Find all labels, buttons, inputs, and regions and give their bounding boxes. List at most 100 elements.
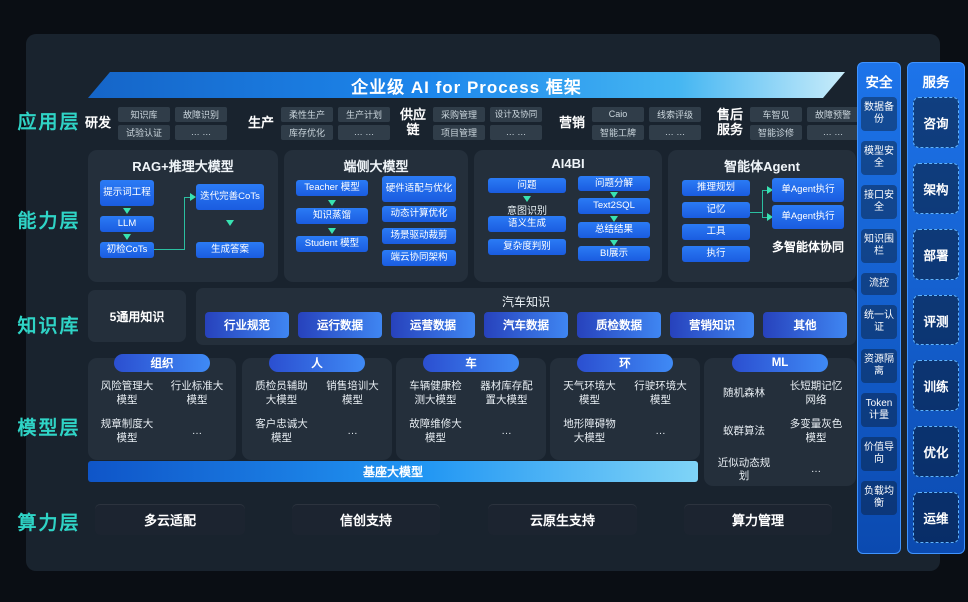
edge-item: 硬件适配与优化 xyxy=(382,176,456,202)
service-items: 咨询 架构 部署 评测 训练 优化 运维 xyxy=(913,97,959,544)
edge-item: 端云协同架构 xyxy=(382,250,456,266)
knowledge-pill: 运营数据 xyxy=(391,312,475,338)
app-group-items: Caio 智能工牌 线索评级 … … xyxy=(592,106,701,140)
compute-item-xinchuang: 信创支持 xyxy=(292,504,440,535)
model-item: 质检员辅助大模型 xyxy=(255,380,308,406)
model-item: 行业标准大模型 xyxy=(170,380,224,406)
app-group-rnd: 研发 知识库 试验认证 故障识别 … … xyxy=(84,100,227,146)
app-group-name: 研发 xyxy=(84,114,111,130)
compute-item-multicloud: 多云适配 xyxy=(95,504,245,535)
model-item: 销售培训大模型 xyxy=(326,380,379,406)
model-item: 近似动态规划 xyxy=(717,456,771,483)
app-group-name: 售后服务 xyxy=(716,107,743,137)
security-item: 流控 xyxy=(861,273,897,295)
app-item: 线索评级 xyxy=(649,106,701,122)
model-item: 天气环境大模型 xyxy=(563,380,616,406)
app-item: 智能工牌 xyxy=(592,124,644,140)
app-item-ellipsis: … … xyxy=(338,124,390,140)
agent-single-agent-2: 单Agent执行 xyxy=(772,205,844,229)
arrow-down-icon xyxy=(123,208,131,214)
model-item: 多变量灰色模型 xyxy=(789,418,843,444)
app-item: 车智见 xyxy=(750,106,802,122)
service-item: 评测 xyxy=(913,294,959,346)
service-item: 运维 xyxy=(913,492,959,544)
model-item-ellipsis: … xyxy=(501,425,512,438)
knowledge-pill: 运行数据 xyxy=(298,312,382,338)
app-group-after-sales: 售后服务 车智见 智能诊修 故障预警 … … xyxy=(716,100,859,146)
app-item: 智能诊修 xyxy=(750,124,802,140)
model-group-header: 车 xyxy=(423,354,519,372)
app-group-items: 柔性生产 库存优化 生产计划 … … xyxy=(281,106,390,140)
knowledge-pill: 其他 xyxy=(763,312,847,338)
service-item: 训练 xyxy=(913,360,959,412)
connector-line xyxy=(154,249,184,250)
app-item-ellipsis: … … xyxy=(490,124,542,140)
model-item: 规章制度大模型 xyxy=(100,418,154,444)
arrow-right-icon xyxy=(767,213,773,221)
model-item: 车辆健康检测大模型 xyxy=(409,380,462,406)
model-item: 地形障碍物大模型 xyxy=(563,418,616,444)
capability-box-title: RAG+推理大模型 xyxy=(132,159,234,174)
app-item: 设计及协同 xyxy=(490,106,542,122)
model-group-environment: 环 天气环境大模型 行驶环境大模型 地形障碍物大模型 … xyxy=(550,354,700,460)
capability-box-title: 智能体Agent xyxy=(724,159,800,174)
app-item: 试验认证 xyxy=(118,124,170,140)
model-item: 蚁群算法 xyxy=(723,425,765,438)
capability-box-edge-model: 端侧大模型 Teacher 模型 知识蒸馏 Student 模型 硬件适配与优化… xyxy=(284,150,468,282)
model-item: 长短期记忆网络 xyxy=(789,380,843,406)
connector-line xyxy=(184,197,192,198)
agent-item: 记忆 xyxy=(682,202,750,218)
service-item: 咨询 xyxy=(913,97,959,148)
app-group-supply-chain: 供应链 采购管理 项目管理 设计及协同 … … xyxy=(399,100,542,146)
app-item: 故障识别 xyxy=(175,106,227,122)
arrow-down-icon xyxy=(328,200,336,206)
app-item: 项目管理 xyxy=(433,124,485,140)
knowledge-pills: 行业规范 运行数据 运营数据 汽车数据 质检数据 营销知识 其他 xyxy=(205,312,847,338)
layer-label-model: 模型层 xyxy=(17,418,81,439)
knowledge-pill: 质检数据 xyxy=(577,312,661,338)
security-item: 数据备份 xyxy=(861,97,897,131)
rag-iterative-cots: 迭代完善CoTs xyxy=(196,184,264,210)
compute-item-cloud-native: 云原生支持 xyxy=(488,504,637,535)
app-item: Caio xyxy=(592,106,644,122)
ai4bi-summarize: 总结结果 xyxy=(578,222,650,238)
model-group-header: 人 xyxy=(269,354,365,372)
agent-item: 执行 xyxy=(682,246,750,262)
model-group-items: 随机森林 长短期记忆网络 蚁群算法 多变量灰色模型 近似动态规划 … xyxy=(708,380,852,484)
security-column-header: 安全 xyxy=(865,75,893,90)
model-item: 故障维修大模型 xyxy=(409,418,462,444)
app-item-ellipsis: … … xyxy=(807,124,859,140)
arrow-down-icon xyxy=(523,196,531,202)
app-item: 知识库 xyxy=(118,106,170,122)
agent-single-agent-1: 单Agent执行 xyxy=(772,178,844,202)
model-item: 客户忠诚大模型 xyxy=(255,418,308,444)
edge-item: 动态计算优化 xyxy=(382,206,456,222)
compute-item-compute-mgmt: 算力管理 xyxy=(684,504,832,535)
app-item: 采购管理 xyxy=(433,106,485,122)
security-item: 负载均衡 xyxy=(861,481,897,515)
connector-line xyxy=(184,197,185,250)
app-group-items: 车智见 智能诊修 故障预警 … … xyxy=(750,106,859,140)
model-group-items: 风险管理大模型 行业标准大模型 规章制度大模型 … xyxy=(92,380,232,446)
arrow-down-icon xyxy=(610,216,618,222)
app-group-name: 供应链 xyxy=(399,107,426,137)
security-item: 模型安全 xyxy=(861,141,897,175)
arrow-right-icon xyxy=(190,193,196,201)
app-item: 柔性生产 xyxy=(281,106,333,122)
edge-item: 场景驱动裁剪 xyxy=(382,228,456,244)
model-group-items: 天气环境大模型 行驶环境大模型 地形障碍物大模型 … xyxy=(554,380,696,446)
app-item: 库存优化 xyxy=(281,124,333,140)
arrow-down-icon xyxy=(328,228,336,234)
agent-item: 工具 xyxy=(682,224,750,240)
ai4bi-semantic: 语义生成 xyxy=(488,216,566,232)
model-item-ellipsis: … xyxy=(655,425,666,438)
knowledge-domain-box: 汽车知识 行业规范 运行数据 运营数据 汽车数据 质检数据 营销知识 其他 xyxy=(196,288,856,345)
agent-multi-agent-label: 多智能体协同 xyxy=(771,240,844,254)
connector-line xyxy=(762,190,768,191)
edge-student-model: Student 模型 xyxy=(296,236,368,252)
capability-box-ai4bi: AI4BI 问题 意图识别 语义生成 复杂度判别 问题分解 Text2SQL 总… xyxy=(474,150,662,282)
security-item: 资源隔离 xyxy=(861,349,897,383)
app-group-name: 生产 xyxy=(247,114,274,130)
model-item: 器材库存配置大模型 xyxy=(480,380,533,406)
app-item: 生产计划 xyxy=(338,106,390,122)
